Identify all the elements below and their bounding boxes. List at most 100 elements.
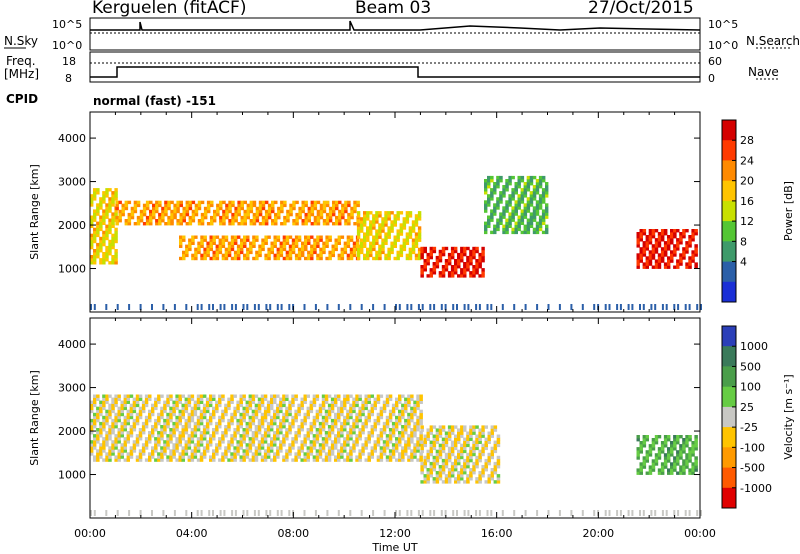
data-cell xyxy=(288,244,293,248)
data-cell xyxy=(105,421,109,426)
data-cell xyxy=(346,397,350,401)
data-cell xyxy=(127,219,132,223)
data-cell xyxy=(233,434,237,438)
data-cell xyxy=(370,406,374,411)
ground-scatter-cell xyxy=(269,510,272,516)
data-cell xyxy=(435,440,440,444)
data-cell xyxy=(282,397,286,401)
data-cell xyxy=(187,421,192,426)
data-cell xyxy=(167,203,171,208)
data-cell xyxy=(120,412,124,417)
data-cell xyxy=(282,434,286,438)
data-cell xyxy=(199,431,204,435)
data-cell xyxy=(338,209,342,214)
data-cell xyxy=(254,394,259,398)
data-cell xyxy=(379,415,384,420)
data-cell xyxy=(651,235,656,239)
data-cell xyxy=(435,461,440,466)
data-cell xyxy=(309,431,314,435)
data-cell xyxy=(307,206,311,211)
data-cell xyxy=(481,252,485,257)
data-cell xyxy=(523,188,528,192)
data-cell xyxy=(182,206,186,211)
data-cell xyxy=(469,428,473,432)
data-cell xyxy=(395,449,399,453)
data-cell xyxy=(457,480,461,484)
data-cell xyxy=(285,238,290,242)
data-cell xyxy=(148,440,152,444)
data-cell xyxy=(435,434,440,438)
data-cell xyxy=(502,230,506,235)
data-cell xyxy=(96,428,100,432)
data-cell xyxy=(330,446,335,450)
data-cell xyxy=(450,249,455,254)
data-cell xyxy=(648,256,653,260)
data-cell xyxy=(435,480,440,484)
data-cell xyxy=(691,465,695,469)
data-cell xyxy=(694,265,698,269)
data-cell xyxy=(236,428,240,432)
data-cell xyxy=(396,253,400,258)
data-cell xyxy=(90,239,94,244)
data-cell xyxy=(364,421,368,426)
data-cell xyxy=(358,397,362,401)
data-cell xyxy=(466,455,470,460)
data-cell xyxy=(472,431,476,435)
data-cell xyxy=(358,458,362,462)
data-cell xyxy=(472,461,476,466)
colorbar-tick-label: 25 xyxy=(740,401,754,414)
data-cell xyxy=(330,440,335,444)
data-cell xyxy=(484,221,488,225)
data-cell xyxy=(404,428,408,432)
data-cell xyxy=(475,458,479,463)
ground-scatter-cell xyxy=(395,304,397,310)
data-cell xyxy=(385,446,390,450)
data-cell xyxy=(481,471,485,475)
data-cell xyxy=(175,425,179,429)
y-axis-label: Slant Range [km] xyxy=(28,164,41,260)
data-cell xyxy=(657,244,662,248)
data-cell xyxy=(410,418,414,423)
data-cell xyxy=(358,455,362,459)
data-cell xyxy=(111,194,115,198)
data-cell xyxy=(288,406,292,411)
data-cell xyxy=(514,182,518,186)
data-cell xyxy=(366,211,370,215)
data-cell xyxy=(375,217,379,221)
data-cell xyxy=(673,250,677,254)
data-cell xyxy=(117,458,121,462)
data-cell xyxy=(243,244,247,248)
data-cell xyxy=(212,250,216,255)
colorbar-tick-label: 16 xyxy=(740,195,754,208)
data-cell xyxy=(249,200,254,205)
data-cell xyxy=(215,443,219,447)
data-cell xyxy=(398,458,402,462)
data-cell xyxy=(294,455,298,459)
ground-scatter-cell xyxy=(593,510,596,516)
data-cell xyxy=(307,209,311,214)
data-cell xyxy=(330,403,335,408)
data-cell xyxy=(472,268,476,272)
data-cell xyxy=(393,241,397,245)
data-cell xyxy=(191,253,195,258)
data-cell xyxy=(676,229,680,233)
data-cell xyxy=(475,440,479,444)
data-cell xyxy=(472,252,476,257)
data-cell xyxy=(151,428,155,432)
data-cell xyxy=(231,219,235,223)
data-cell xyxy=(258,212,263,217)
data-cell xyxy=(352,400,356,404)
ground-scatter-cell xyxy=(467,510,470,516)
data-cell xyxy=(264,253,268,258)
data-cell xyxy=(426,477,430,481)
data-cell xyxy=(520,230,525,235)
data-cell xyxy=(520,221,525,225)
data-cell xyxy=(245,412,250,417)
data-cell xyxy=(636,471,640,475)
ground-scatter-cell xyxy=(231,510,234,516)
data-cell xyxy=(102,443,106,447)
ground-scatter-cell xyxy=(410,510,413,516)
data-cell xyxy=(469,446,473,451)
data-cell xyxy=(172,434,176,438)
data-cell xyxy=(481,434,485,438)
